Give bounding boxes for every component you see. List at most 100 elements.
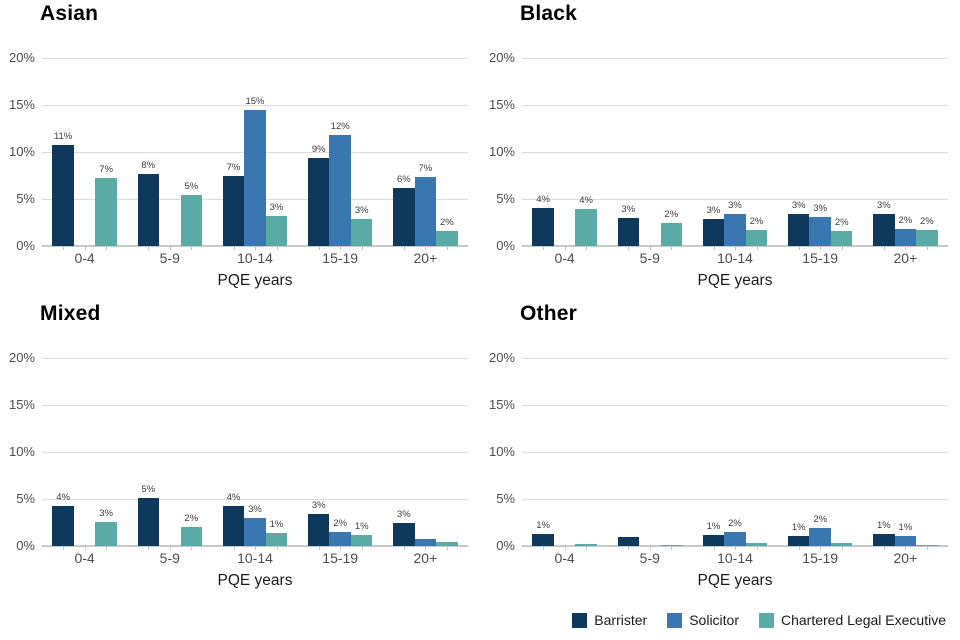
x-axis-tick (841, 247, 843, 250)
bar-solicitor (329, 531, 351, 546)
x-axis-line (522, 545, 948, 547)
bar-value-label: 2% (184, 513, 199, 525)
x-axis-tick (841, 547, 843, 550)
bar-solicitor (894, 535, 917, 546)
bar-barrister (137, 173, 160, 246)
y-tick-label: 10% (8, 444, 35, 459)
panel-title-mixed: Mixed (40, 302, 101, 325)
y-tick-label: 0% (496, 538, 515, 553)
x-axis-tick (564, 547, 566, 550)
bar-value-label: 2% (834, 216, 849, 228)
bar-chartered-legal-executive (436, 542, 458, 546)
bar-value-label: 3% (728, 200, 742, 212)
gridline (42, 105, 468, 106)
bar-value-label: 11% (53, 131, 73, 143)
x-axis-tick (735, 247, 736, 250)
x-tick-label: 20+ (893, 250, 918, 266)
bar-value-label: 2% (813, 514, 828, 526)
bar-value-label: 3% (877, 200, 891, 212)
y-tick-label: 0% (16, 238, 35, 253)
x-tick-label: 0-4 (74, 250, 95, 266)
y-tick-label: 5% (16, 191, 35, 206)
bar-value-label: 12% (330, 121, 350, 133)
bar-chartered-legal-executive (575, 209, 597, 246)
barrister-swatch-icon (572, 612, 588, 628)
x-axis-tick (255, 247, 256, 250)
chart-panel-mixed: Mixed 4% 3% 5% 2% 4% 3% 1% 3% 2% 1% 3% PQE years 0… (0, 300, 480, 600)
x-axis-tick (649, 247, 651, 250)
bar-solicitor (724, 531, 746, 546)
y-tick-label: 0% (496, 238, 515, 253)
x-axis-tick (446, 547, 448, 550)
x-tick-label: 10-14 (717, 250, 753, 266)
x-axis-tick (735, 547, 736, 550)
x-axis-tick (425, 247, 427, 250)
bar-barrister (307, 157, 330, 246)
x-axis-title: PQE years (217, 572, 293, 589)
legend-item-cle: Chartered Legal Executive (759, 612, 946, 628)
x-axis-tick (169, 247, 171, 250)
bar-value-label: 1% (354, 520, 369, 532)
x-axis-tick (905, 547, 907, 550)
gridline (522, 358, 948, 359)
panel-title-black: Black (520, 2, 578, 25)
x-axis-tick (169, 547, 171, 550)
plot-area-asian: 11% 7% 8% 5% 7% 15% 3% 9% 12% 3% 6% 7% 2% (42, 58, 468, 250)
bar-value-label: 2% (440, 216, 454, 228)
chart-panel-black: Black 4% 4% 3% 2% 3% 3% 2% 3% 3% 2% 3% 2% 2% PQE yea… (480, 0, 960, 300)
bar-value-label: 1% (706, 520, 721, 532)
gridline (42, 358, 468, 359)
bar-barrister (137, 498, 160, 546)
legend: Barrister Solicitor Chartered Legal Exec… (0, 600, 960, 640)
bar-barrister (532, 208, 554, 246)
bar-chartered-legal-executive (265, 215, 288, 246)
bar-value-label: 7% (418, 163, 433, 175)
bar-barrister (532, 533, 554, 546)
bar-value-label: 9% (311, 143, 326, 155)
y-tick-label: 10% (8, 144, 35, 159)
x-axis-tick (148, 547, 150, 550)
bar-barrister (393, 187, 415, 246)
bar-value-label: 4% (226, 491, 241, 503)
x-axis-tick (276, 547, 278, 550)
x-axis-tick (276, 247, 278, 250)
bar-value-label: 3% (791, 200, 806, 212)
bar-solicitor (244, 109, 266, 246)
x-axis-tick (628, 247, 630, 250)
bar-value-label: 2% (898, 215, 913, 227)
bar-barrister (873, 533, 895, 546)
bar-barrister (52, 145, 74, 246)
gridline (522, 405, 948, 406)
bar-solicitor (244, 517, 266, 546)
gridline (522, 58, 948, 59)
bar-barrister (787, 214, 810, 246)
x-axis-tick (148, 247, 150, 250)
bar-barrister (873, 214, 895, 246)
bar-value-label: 4% (536, 194, 550, 206)
panel-title-other: Other (520, 302, 578, 325)
bar-barrister (222, 505, 245, 546)
x-axis-tick (340, 547, 342, 550)
chartered-legal-executive-swatch-icon (759, 612, 774, 628)
x-axis-tick (926, 247, 928, 250)
x-axis-tick (233, 547, 235, 550)
bar-value-label: 3% (354, 204, 369, 216)
bar-value-label: 2% (920, 216, 934, 228)
gridline (42, 405, 468, 406)
bar-value-label: 6% (397, 173, 411, 185)
bar-value-label: 2% (664, 208, 679, 220)
bar-barrister (617, 536, 640, 546)
x-axis-title: PQE years (217, 272, 293, 289)
x-axis-tick (106, 247, 108, 250)
x-axis-tick (84, 547, 86, 550)
y-tick-label: 15% (488, 397, 515, 412)
y-tick-label: 15% (8, 397, 35, 412)
x-axis-tick (543, 247, 545, 250)
gridline (42, 499, 468, 500)
x-axis-title: PQE years (697, 572, 773, 589)
bar-chartered-legal-executive (916, 230, 938, 246)
y-tick-label: 15% (488, 97, 515, 112)
chart-panel-asian: Asian 11% 7% 8% 5% 7% 15% 3% 9% 12% 3% 6% 7% 2% PQE … (0, 0, 480, 300)
x-axis-tick (586, 547, 588, 550)
y-tick-label: 20% (488, 350, 515, 365)
